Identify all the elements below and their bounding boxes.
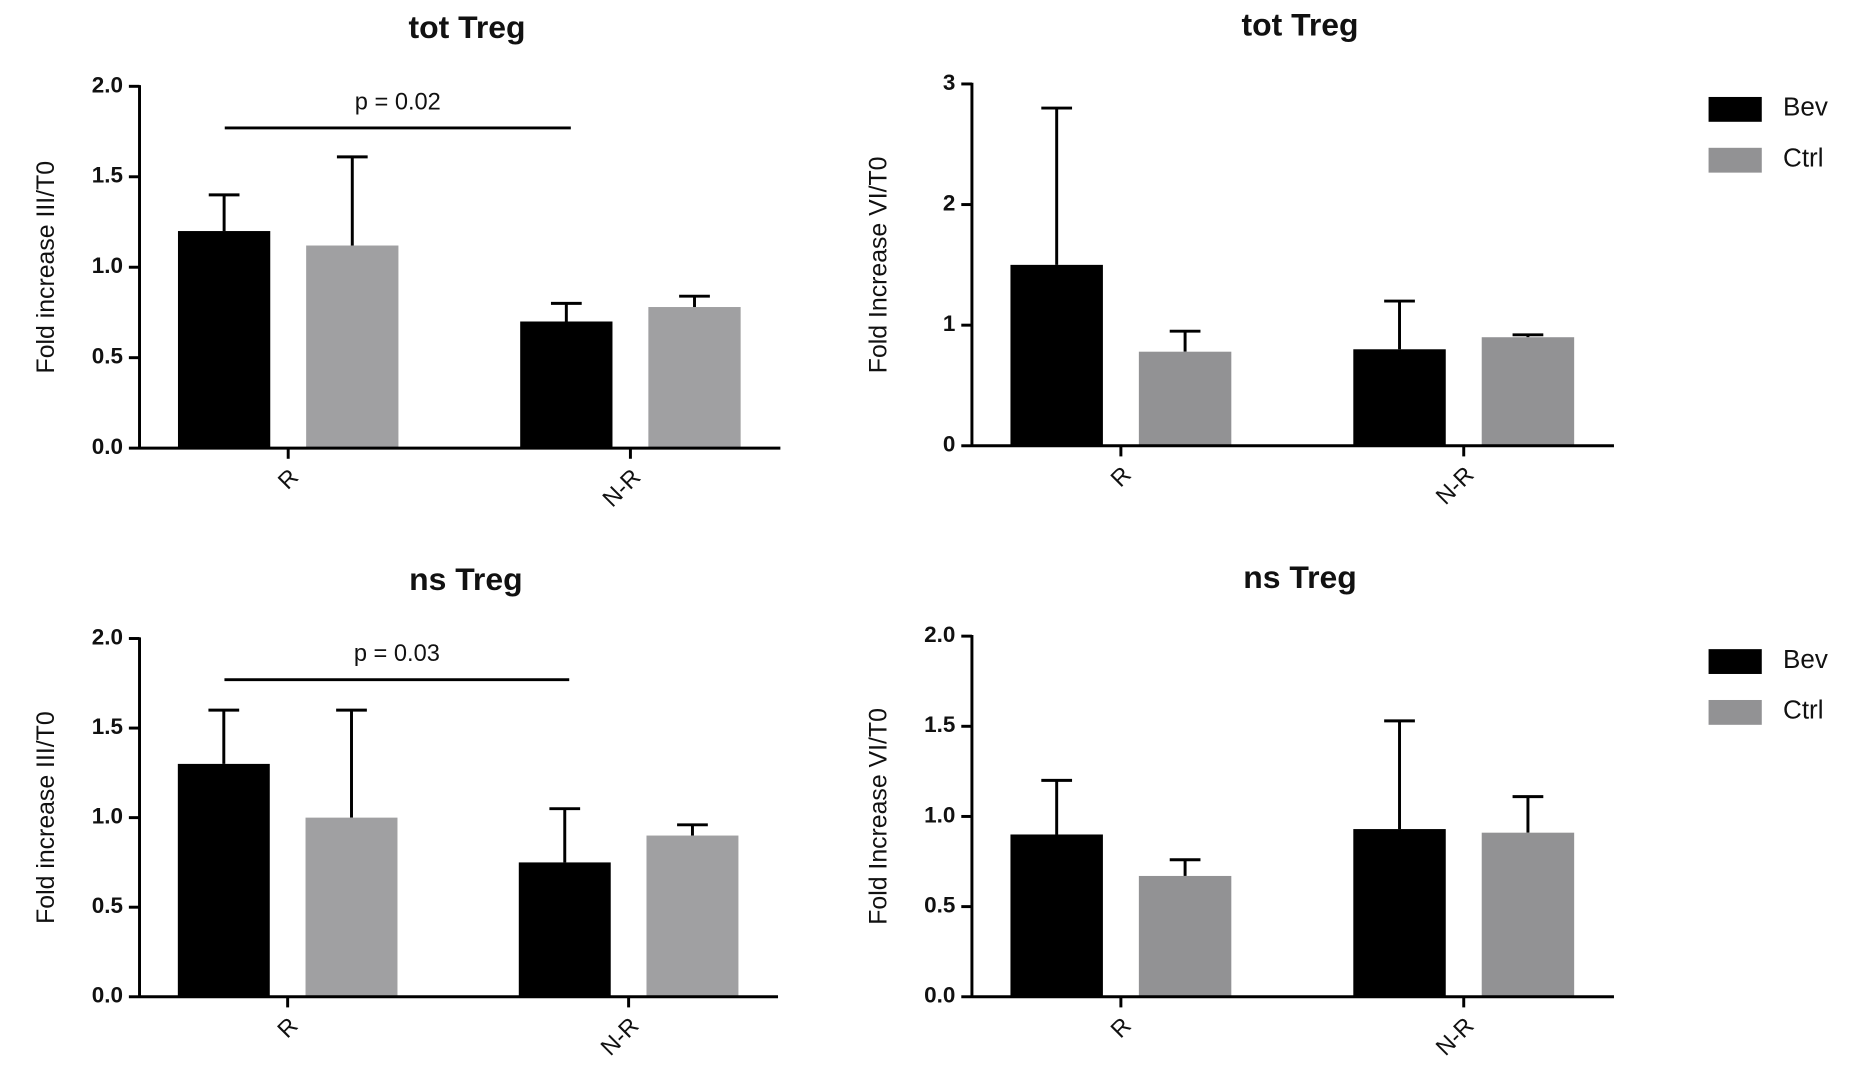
y-tick-label: 1.0 bbox=[92, 804, 123, 829]
bar bbox=[518, 862, 611, 997]
bar bbox=[1138, 351, 1232, 446]
legend-label: Bev bbox=[1783, 92, 1828, 122]
bar bbox=[1481, 337, 1575, 446]
chart-title: ns Treg bbox=[409, 561, 522, 597]
bar bbox=[520, 321, 613, 449]
x-tick-label: N-R bbox=[1431, 462, 1479, 510]
y-axis-label: Fold increase III/T0 bbox=[33, 711, 60, 924]
x-tick-label: N-R bbox=[598, 464, 646, 512]
y-tick-label: 0 bbox=[943, 432, 956, 457]
chart-title: tot Treg bbox=[409, 9, 526, 45]
chart-title: tot Treg bbox=[1242, 7, 1359, 43]
y-axis-label: Fold Increase VI/T0 bbox=[865, 157, 892, 374]
y-tick-label: 1.5 bbox=[92, 714, 123, 739]
legend-label: Ctrl bbox=[1783, 143, 1823, 173]
bar bbox=[1481, 832, 1575, 997]
x-tick-label: R bbox=[1106, 462, 1136, 492]
p-value: p = 0.03 bbox=[354, 641, 440, 667]
y-tick-label: 2 bbox=[943, 190, 956, 215]
y-tick-label: 1.5 bbox=[92, 163, 123, 188]
y-tick-label: 1 bbox=[943, 311, 956, 336]
bar bbox=[1010, 834, 1103, 997]
legend-swatch bbox=[1708, 649, 1762, 674]
bar bbox=[648, 307, 741, 449]
bar bbox=[177, 763, 270, 997]
y-axis-label: Fold increase III/T0 bbox=[33, 161, 60, 374]
bar bbox=[1010, 264, 1103, 446]
y-tick-label: 0.5 bbox=[92, 344, 123, 369]
y-tick-label: 2.0 bbox=[92, 624, 123, 649]
chart-title: ns Treg bbox=[1243, 559, 1356, 595]
y-tick-label: 2.0 bbox=[924, 622, 955, 647]
legend-swatch bbox=[1708, 96, 1762, 122]
y-tick-label: 2.0 bbox=[92, 72, 123, 97]
legend-label: Ctrl bbox=[1783, 695, 1823, 725]
y-tick-label: 0.5 bbox=[924, 893, 955, 918]
y-tick-label: 1.5 bbox=[924, 712, 955, 737]
p-value: p = 0.02 bbox=[355, 89, 441, 115]
bar bbox=[305, 817, 398, 997]
legend-swatch bbox=[1708, 147, 1762, 173]
x-tick-label: R bbox=[273, 1013, 303, 1043]
y-tick-label: 0.0 bbox=[924, 983, 955, 1008]
y-tick-label: 3 bbox=[943, 70, 956, 95]
bar bbox=[1138, 875, 1232, 997]
legend-swatch bbox=[1708, 699, 1762, 725]
x-tick-label: R bbox=[1106, 1013, 1136, 1043]
bar bbox=[646, 835, 739, 997]
y-tick-label: 0.5 bbox=[92, 893, 123, 918]
y-tick-label: 0.0 bbox=[92, 434, 123, 459]
bar bbox=[1353, 829, 1446, 997]
legend-label: Bev bbox=[1783, 644, 1828, 674]
y-tick-label: 1.0 bbox=[92, 253, 123, 278]
y-axis-label: Fold Increase VI/T0 bbox=[865, 708, 892, 925]
bar bbox=[177, 231, 271, 449]
y-tick-label: 1.0 bbox=[924, 802, 955, 827]
x-tick-label: N-R bbox=[1431, 1013, 1479, 1061]
y-tick-label: 0.0 bbox=[92, 983, 123, 1008]
x-tick-label: N-R bbox=[596, 1013, 644, 1061]
bar bbox=[306, 245, 399, 449]
bar bbox=[1353, 349, 1446, 446]
x-tick-label: R bbox=[274, 464, 304, 494]
